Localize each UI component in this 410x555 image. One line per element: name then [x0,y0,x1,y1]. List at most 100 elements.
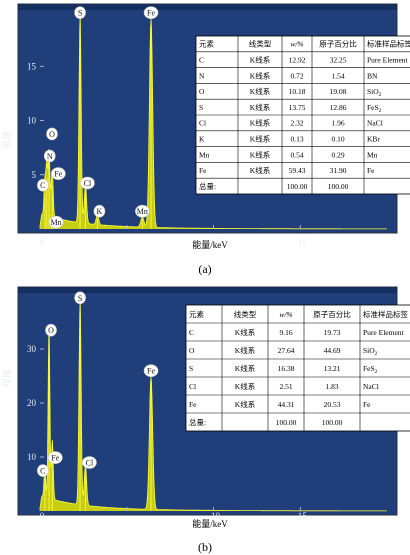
table-cell: 44.69 [324,346,341,355]
table-cell: 31.90 [330,166,347,175]
peak-label: C [37,178,49,192]
peak-label-text: Fe [54,170,62,179]
peak-label: Fe [143,364,159,377]
peak-label: Mn [135,204,150,218]
table-cell: C [199,56,204,65]
table-cell: 1.54 [331,71,344,80]
table-cell: FeS2 [367,103,382,114]
x-tick-label: 0 [40,238,45,248]
element-table: 元素 线类型 w/% 原子百分比 标准样品标签 C K线系 12.92 32.25 Pure El… [195,35,410,195]
peak-label-text: Fe [51,454,59,463]
caption-b: (b) [198,540,212,554]
peak-label-text: Cl [84,179,92,188]
table-total-cell: 总量: [199,181,216,191]
table-cell: C [189,328,194,337]
x-tick-label: 0 [40,511,45,521]
spectrum-figure-a: C O N Fe Mn S Cl K Mn Fe 5 10 15 0 10 15 能量/keV 强度 元素 线类型 w/… [0,0,410,267]
table-cell: K线系 [235,327,256,337]
subscript: 2 [375,369,378,375]
peak-label-bubble [48,451,63,464]
peak-label-text: N [47,152,53,161]
table-cell: K线系 [250,55,271,65]
peak-label: S [74,291,86,305]
peak-label-bubble [45,323,57,337]
peak-label-text: K [97,207,103,216]
table-cell: 16.38 [278,364,295,373]
table-cell: 27.64 [278,346,295,355]
table-cell: O [189,346,195,355]
table-cell: 44.31 [278,400,295,409]
peak-label: N [43,149,56,163]
table-cell: K线系 [250,149,271,159]
y-axis-label: 强度 [1,369,12,387]
table-header-cell: 线类型 [249,39,272,49]
table-header-cell: w/% [290,40,303,49]
table-cell: 13.21 [324,364,341,373]
table-cell: 19.08 [330,87,347,96]
plot-top-shade [18,287,397,293]
peak-label-bubble [82,456,97,469]
subscript: 2 [379,92,382,98]
table-cell: FeS2 [363,364,378,375]
table-header-cell: 线类型 [234,309,257,319]
peak-label: C [37,464,49,477]
table-cell: 1.96 [331,119,344,128]
peak-label-text: C [40,467,45,476]
table-cell: O [199,87,205,96]
peak-label-text: Mn [51,218,62,227]
x-tick-label: 10 [211,238,221,248]
peak-label: K [93,204,106,218]
peak-label-text: Fe [147,9,155,18]
table-total-cell: 总量: [189,417,206,427]
table-cell: 13.75 [289,103,306,112]
table-cell: Cl [189,382,196,391]
table-cell: 10.18 [289,87,306,96]
peak-label-text: Mn [137,207,148,216]
table-cell: S [199,103,203,112]
table-cell: Pure Element [363,328,405,337]
table-total-cell: 100.00 [322,418,343,427]
peak-label-text: O [49,130,55,139]
x-tick-label: 15 [298,238,308,248]
table-cell: 0.72 [290,71,303,80]
table-total-cell: 100.00 [328,182,349,191]
peak-label: Cl [82,456,97,469]
table-cell: SiO2 [367,87,382,98]
peak-label: Fe [51,167,66,180]
table-cell: K线系 [235,399,256,409]
table-cell: K线系 [250,118,271,128]
table-cell: Fe [367,166,375,175]
peak-label-bubble [143,364,159,377]
table-cell: Fe [189,400,197,409]
peak-label: O [45,323,57,337]
y-tick-label: 15 [27,61,37,71]
peak-label-bubble [74,6,86,19]
peak-label: Fe [143,6,159,19]
peak-label-bubble [48,215,64,229]
table-cell: Mn [367,150,378,159]
table-cell: Fe [199,166,207,175]
table-cell: K线系 [250,86,271,96]
table-cell: K线系 [235,363,256,373]
peak-label-text: C [40,181,45,190]
table-cell: 19.73 [324,328,341,337]
peak-label-text: Fe [147,367,155,376]
peak-label-bubble [80,176,95,190]
peak-label-bubble [37,464,49,477]
table-cell: 9.16 [279,328,292,337]
table-cell: Cl [199,119,206,128]
table-total-cell: 100.00 [276,418,297,427]
table-cell: K线系 [250,102,271,112]
y-axis-label: 强度 [1,131,12,149]
peak-label-text: S [78,294,82,303]
peak-label-bubble [143,6,159,19]
table-cell: 12.86 [330,103,347,112]
table-cell: 0.10 [331,135,344,144]
table-cell: 0.54 [290,150,303,159]
x-tick-label: 10 [211,511,221,521]
spectrum-figure-b: C O Fe S Cl Fe 10 20 30 0 10 15 能量/keV 强度 元素 线类型 w/% 原子百分… [0,283,410,545]
table-cell: N [199,71,205,80]
table-cell: 2.32 [290,119,303,128]
